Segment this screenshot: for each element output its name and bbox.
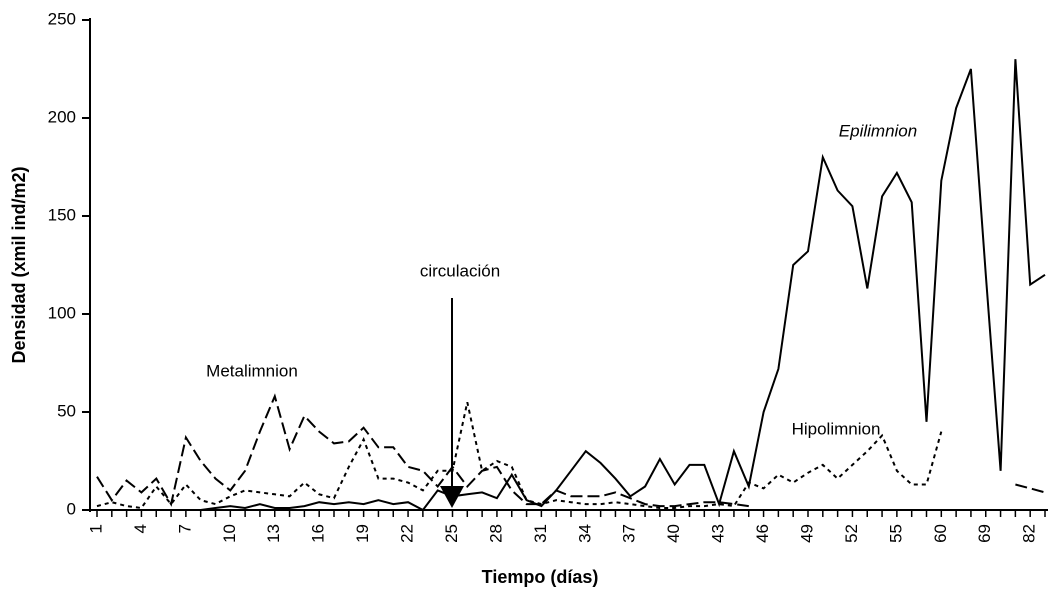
y-tick-label: 150 [48, 205, 76, 224]
y-tick-label: 100 [48, 303, 76, 322]
x-tick-label: 34 [575, 524, 594, 543]
x-tick-label: 31 [531, 524, 550, 543]
x-tick-label: 22 [398, 524, 417, 543]
x-tick-label: 10 [220, 524, 239, 543]
x-tick-label: 69 [975, 524, 994, 543]
x-tick-label: 40 [664, 524, 683, 543]
x-tick-label: 52 [842, 524, 861, 543]
x-tick-label: 43 [709, 524, 728, 543]
x-tick-label: 82 [1020, 524, 1039, 543]
series-label: Metalimnion [206, 361, 298, 380]
y-tick-label: 250 [48, 9, 76, 28]
x-tick-label: 37 [620, 524, 639, 543]
x-tick-label: 1 [86, 524, 105, 533]
annotation: circulación [420, 261, 500, 280]
x-tick-label: 28 [486, 524, 505, 543]
y-tick-label: 200 [48, 107, 76, 126]
x-tick-label: 25 [442, 524, 461, 543]
x-tick-label: 7 [175, 524, 194, 533]
y-tick-label: 50 [57, 401, 76, 420]
x-tick-label: 60 [931, 524, 950, 543]
x-tick-label: 55 [886, 524, 905, 543]
series-label: Hipolimnion [792, 419, 881, 438]
series-label: Epilimnion [839, 121, 917, 140]
y-axis-title: Densidad (xmil ind/m2) [9, 166, 29, 363]
y-tick-label: 0 [67, 499, 76, 518]
x-tick-label: 49 [797, 524, 816, 543]
x-tick-label: 16 [309, 524, 328, 543]
x-tick-label: 4 [131, 524, 150, 533]
series-line [96, 393, 1046, 508]
x-tick-label: 13 [264, 524, 283, 543]
x-axis-title: Tiempo (días) [482, 567, 599, 587]
series-line [96, 401, 943, 510]
x-tick-label: 46 [753, 524, 772, 543]
x-tick-label: 19 [353, 524, 372, 543]
series-line [97, 59, 1046, 512]
